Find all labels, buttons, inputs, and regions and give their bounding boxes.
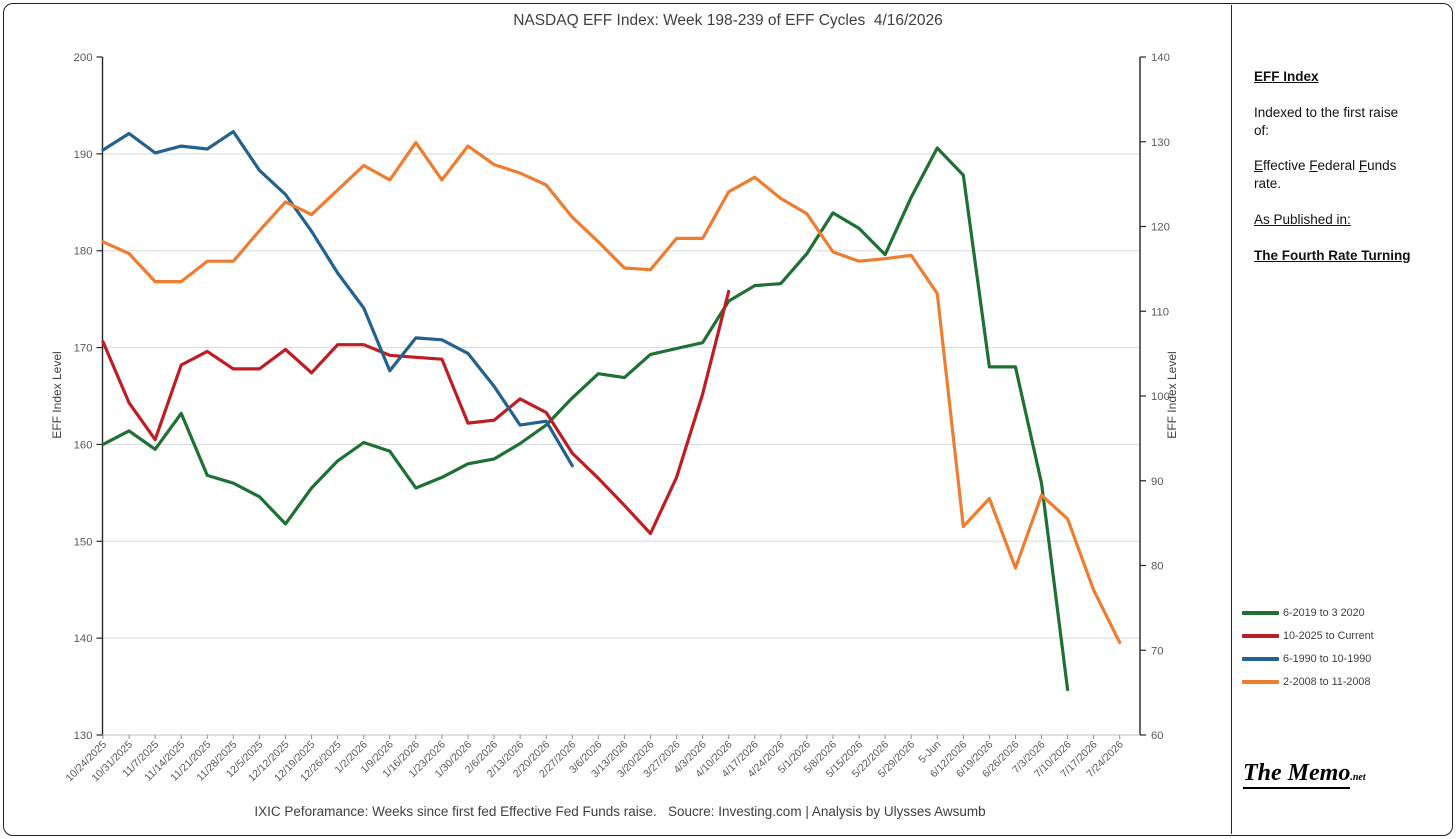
panel-indexed-text: Indexed to the first raise of:	[1254, 104, 1399, 138]
memo-logo: The Memo.net	[1243, 760, 1366, 789]
panel-eff-funds-segment: F	[1309, 158, 1318, 174]
panel-heading: EFF Index	[1254, 69, 1319, 84]
left-axis-tick-label: 200	[74, 52, 93, 64]
left-axis-tick-label: 140	[74, 633, 93, 645]
panel-eff-funds-segment: E	[1254, 158, 1264, 174]
left-axis-tick-label: 130	[74, 730, 93, 742]
right-axis-tick-label: 110	[1151, 306, 1169, 318]
series-line-3	[101, 141, 1122, 645]
panel-eff-funds-segment: unds rate.	[1254, 158, 1397, 192]
left-axis-title: EFF Index Level	[50, 351, 64, 439]
series-line-1	[101, 289, 731, 536]
panel-separator	[1231, 5, 1232, 834]
panel-published-text: As Published in:	[1254, 212, 1351, 228]
right-axis-tick-label: 80	[1151, 561, 1164, 573]
right-axis-tick-label: 70	[1151, 645, 1164, 657]
legend-swatch	[1242, 657, 1279, 661]
legend-item: 2-2008 to 11-2008	[1242, 676, 1374, 688]
left-axis-tick-label: 160	[74, 439, 93, 451]
legend-item: 6-2019 to 3 2020	[1242, 607, 1374, 619]
left-axis-tick-label: 190	[74, 149, 93, 161]
legend-label: 2-2008 to 11-2008	[1283, 676, 1371, 688]
legend-item: 6-1990 to 10-1990	[1242, 653, 1374, 665]
left-axis-tick-label: 180	[74, 246, 93, 258]
memo-logo-text: The Memo	[1243, 760, 1351, 789]
right-axis-title: EFF Index Level	[1165, 351, 1179, 439]
series-line-0	[101, 146, 1070, 692]
side-panel: EFF Index Indexed to the first raise of:…	[1254, 68, 1414, 283]
left-axis-tick-label: 170	[74, 343, 93, 355]
right-axis-tick-label: 60	[1151, 730, 1164, 742]
panel-book-title: The Fourth Rate Turning	[1254, 247, 1411, 263]
memo-logo-suffix: .net	[1350, 772, 1366, 783]
legend-label: 10-2025 to Current	[1283, 630, 1374, 642]
right-axis-tick-label: 130	[1151, 137, 1170, 149]
chart-caption: IXIC Peforamance: Weeks since first fed …	[254, 804, 986, 819]
right-axis-tick-label: 140	[1151, 52, 1170, 64]
legend-label: 6-2019 to 3 2020	[1283, 607, 1365, 619]
chart-legend: 6-2019 to 3 2020 10-2025 to Current 6-1990…	[1242, 607, 1374, 688]
legend-swatch	[1242, 611, 1279, 615]
chart-title: NASDAQ EFF Index: Week 198-239 of EFF Cy…	[513, 12, 943, 29]
right-axis-tick-label: 120	[1151, 222, 1170, 234]
legend-swatch	[1242, 634, 1279, 638]
panel-eff-funds-segment: F	[1358, 158, 1368, 174]
legend-swatch	[1242, 680, 1279, 684]
right-axis-tick-label: 100	[1151, 391, 1170, 403]
left-axis-tick-label: 150	[74, 536, 93, 548]
legend-item: 10-2025 to Current	[1242, 630, 1374, 642]
legend-label: 6-1990 to 10-1990	[1283, 653, 1372, 665]
panel-eff-funds-text: Effective Federal Funds rate.	[1254, 157, 1414, 193]
panel-eff-funds-segment: ederal	[1317, 158, 1359, 174]
series-line-2	[101, 130, 574, 468]
right-axis-tick-label: 90	[1151, 476, 1164, 488]
panel-eff-funds-segment: ffective	[1263, 158, 1310, 174]
